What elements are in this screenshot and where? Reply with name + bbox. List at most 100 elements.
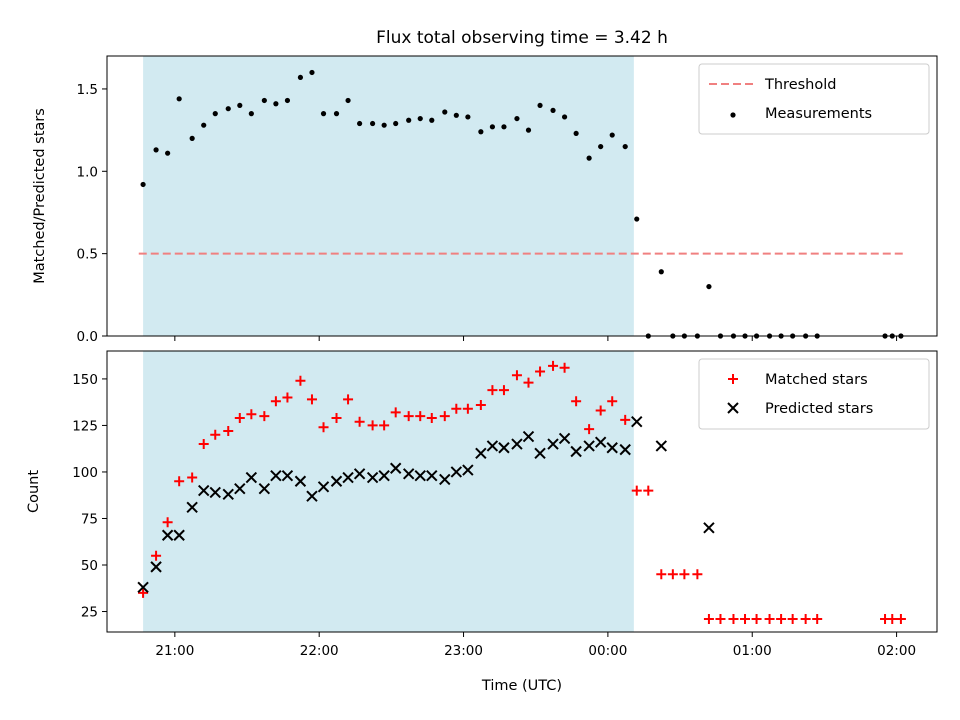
data-point xyxy=(370,120,376,127)
series-measurements xyxy=(140,69,904,339)
data-point xyxy=(498,385,509,396)
data-point xyxy=(631,485,642,496)
data-point xyxy=(751,613,762,624)
y-tick-label: 0.0 xyxy=(77,329,98,345)
data-point xyxy=(174,476,185,487)
data-point xyxy=(740,613,751,624)
data-point xyxy=(800,613,811,624)
data-point xyxy=(403,411,414,422)
data-point xyxy=(353,468,366,480)
data-point xyxy=(366,471,379,484)
data-point xyxy=(414,469,426,482)
data-point xyxy=(462,403,473,414)
data-point xyxy=(209,486,221,499)
data-point xyxy=(318,422,329,433)
data-point xyxy=(679,569,690,580)
y-tick-label: 150 xyxy=(72,372,98,388)
data-point xyxy=(439,473,451,486)
data-point xyxy=(367,420,378,431)
data-point xyxy=(150,561,162,573)
data-point xyxy=(594,436,607,448)
data-point xyxy=(270,396,281,407)
series-matched-stars xyxy=(138,360,906,624)
data-point xyxy=(212,111,218,117)
x-axis-label: Time (UTC) xyxy=(481,678,562,694)
data-point xyxy=(631,416,643,428)
y-tick-label: 100 xyxy=(72,465,98,481)
data-point xyxy=(692,569,703,580)
data-point xyxy=(429,117,435,123)
data-point xyxy=(259,411,270,422)
data-point xyxy=(357,120,363,127)
data-point xyxy=(379,420,390,431)
legend: Threshold Measurements xyxy=(698,63,930,135)
data-point xyxy=(656,569,667,580)
data-point xyxy=(522,430,535,443)
x-tick-label: 23:00 xyxy=(444,643,483,659)
data-point xyxy=(415,411,426,422)
data-point xyxy=(537,102,543,109)
axes-frame xyxy=(106,350,938,633)
data-point xyxy=(558,432,571,445)
data-point xyxy=(138,587,149,598)
data-point xyxy=(622,143,628,150)
data-point xyxy=(294,475,307,487)
data-point xyxy=(153,147,159,153)
data-point xyxy=(776,613,787,624)
data-point xyxy=(165,150,171,156)
data-point xyxy=(583,440,595,452)
legend-label: Matched stars xyxy=(765,372,868,388)
x-tick-label: 21:00 xyxy=(155,643,194,659)
legend-box xyxy=(698,358,930,430)
x-tick-label: 01:00 xyxy=(733,643,772,659)
data-point xyxy=(186,501,198,514)
data-point xyxy=(417,115,423,122)
data-point xyxy=(486,440,499,452)
data-point xyxy=(620,414,631,425)
data-point xyxy=(489,124,496,130)
legend-label: Threshold xyxy=(764,77,836,93)
data-point xyxy=(426,412,437,423)
data-point xyxy=(201,122,207,128)
data-point xyxy=(475,447,487,460)
data-point xyxy=(222,488,234,500)
data-point xyxy=(550,107,556,113)
y-axis-label: Matched/Predicted stars xyxy=(32,108,48,284)
data-point xyxy=(609,132,615,138)
data-point xyxy=(586,155,592,161)
data-point xyxy=(703,522,715,534)
data-point xyxy=(151,550,162,561)
data-point xyxy=(354,416,365,427)
data-point xyxy=(667,569,678,580)
data-point xyxy=(534,447,546,460)
x-tick-label: 22:00 xyxy=(300,643,339,659)
data-point xyxy=(715,613,726,624)
data-point xyxy=(198,484,210,497)
axes-frame xyxy=(106,55,938,337)
data-point xyxy=(173,529,185,541)
legend: Matched stars Predicted stars xyxy=(698,358,930,430)
data-point xyxy=(246,409,257,420)
data-point xyxy=(176,96,182,102)
data-point xyxy=(453,112,459,118)
data-point xyxy=(487,385,498,396)
data-point xyxy=(390,407,401,418)
data-point xyxy=(187,472,198,483)
data-point xyxy=(306,394,317,405)
data-point xyxy=(406,117,412,123)
data-point xyxy=(284,97,291,104)
x-tick-label: 02:00 xyxy=(877,643,916,659)
data-point xyxy=(548,360,559,371)
data-point xyxy=(895,613,906,624)
data-point xyxy=(295,375,306,386)
data-point xyxy=(261,97,267,104)
data-point xyxy=(439,411,450,422)
data-point xyxy=(273,101,279,107)
data-point xyxy=(514,115,520,122)
data-point xyxy=(561,114,568,120)
data-point xyxy=(570,445,582,458)
data-point xyxy=(501,124,507,130)
data-point xyxy=(634,216,640,222)
y-axis-label: Count xyxy=(26,470,42,513)
data-point xyxy=(402,468,415,480)
